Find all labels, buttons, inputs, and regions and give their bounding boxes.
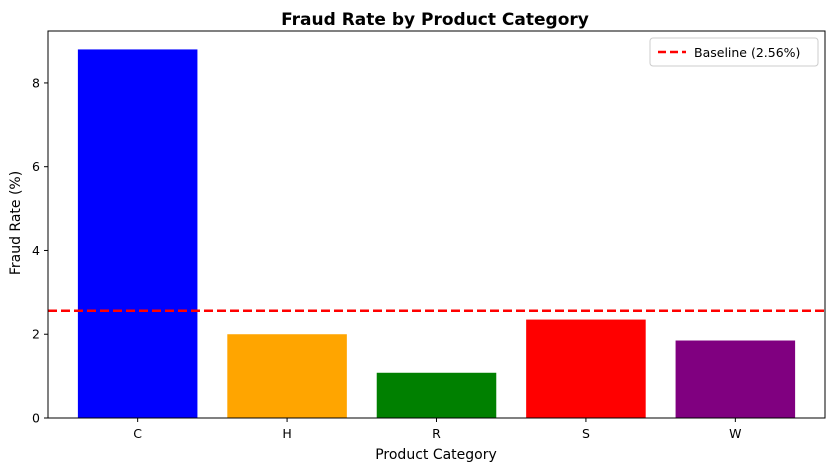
y-tick-label: 2 <box>32 327 40 342</box>
chart-title: Fraud Rate by Product Category <box>281 10 589 30</box>
x-tick-label: S <box>582 426 590 441</box>
legend: Baseline (2.56%) <box>649 37 819 67</box>
y-axis-ticks: 0 2 4 6 8 <box>32 75 48 426</box>
y-axis-label: Fraud Rate (%) <box>8 171 24 275</box>
y-tick-label: 6 <box>32 159 40 174</box>
x-axis-label: Product Category <box>375 447 497 463</box>
bar-w <box>675 340 796 418</box>
bar-s <box>526 319 646 418</box>
x-tick-label: R <box>432 426 441 441</box>
bars-group <box>77 49 796 419</box>
x-tick-label: H <box>282 426 291 441</box>
bar-h <box>227 334 347 418</box>
x-tick-label: C <box>133 426 142 441</box>
y-tick-label: 4 <box>32 243 40 258</box>
bar-c <box>77 49 198 419</box>
x-tick-label: W <box>729 426 741 441</box>
y-tick-label: 8 <box>32 75 40 90</box>
y-tick-label: 0 <box>32 411 40 426</box>
legend-box <box>649 37 819 67</box>
legend-label-baseline: Baseline (2.56%) <box>694 45 800 60</box>
bar-r <box>376 372 497 418</box>
